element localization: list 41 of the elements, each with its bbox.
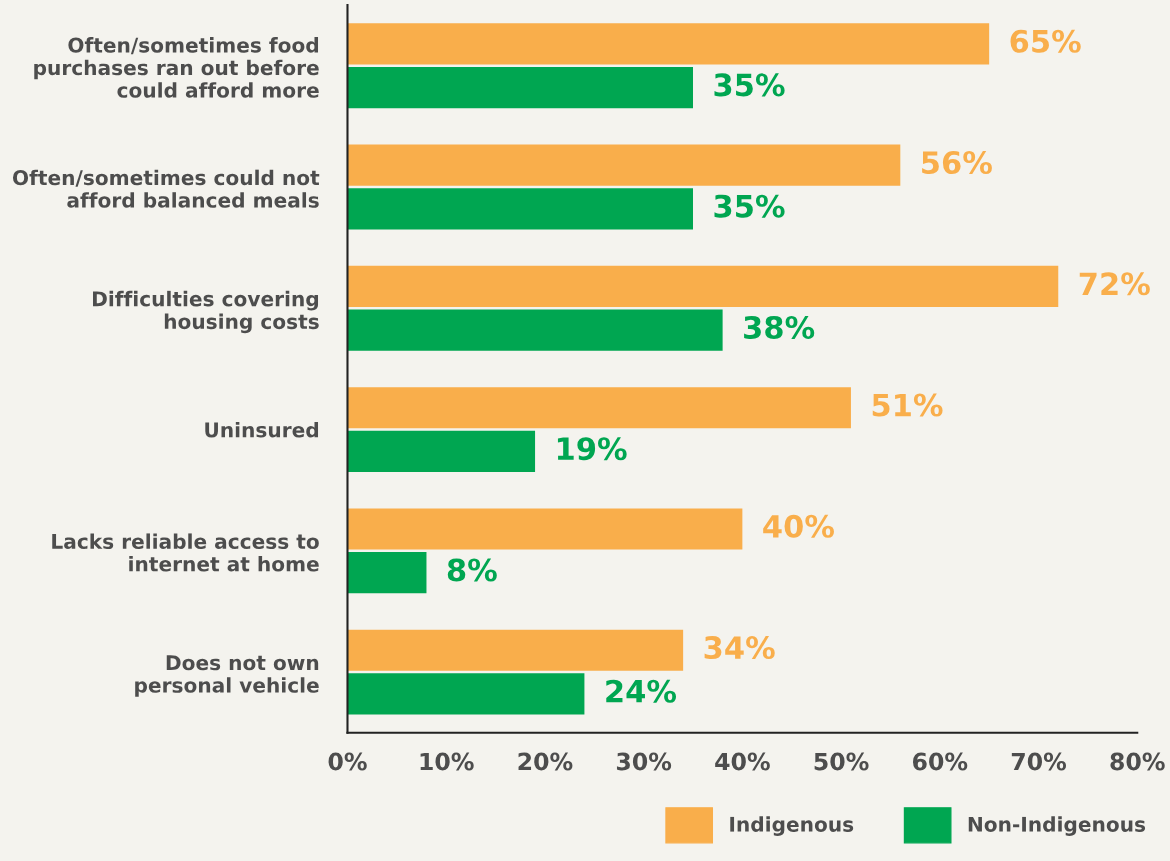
bar [347, 67, 694, 109]
x-tick-label: 0% [328, 752, 367, 771]
legend-label: Non-Indigenous [968, 816, 1146, 836]
data-label: 72% [1079, 272, 1150, 296]
x-tick-label: 70% [1011, 752, 1067, 771]
bar [347, 144, 901, 186]
x-tick-label: 30% [616, 752, 672, 771]
data-label: 38% [744, 315, 815, 339]
bar [347, 309, 723, 351]
data-label: 51% [872, 393, 943, 417]
bar [347, 23, 990, 65]
y-tick-label: Often/sometimes food purchases ran out before could afford more [34, 37, 319, 98]
bar [347, 387, 851, 429]
data-label: 24% [606, 679, 677, 703]
y-tick-label: Lacks reliable access to internet at home [52, 533, 319, 572]
x-tick-label: 10% [420, 752, 474, 771]
bar [347, 188, 694, 230]
x-tick-label: 80% [1110, 752, 1165, 771]
y-tick-label: Difficulties covering housing costs [93, 290, 319, 334]
x-tick-label: 60% [913, 752, 968, 771]
y-tick-label: Uninsured [205, 421, 319, 438]
bar [347, 629, 684, 671]
x-tick-label: 50% [814, 752, 869, 771]
bar [347, 430, 536, 473]
data-label: 65% [1010, 29, 1081, 53]
x-tick-label: 20% [518, 752, 573, 771]
bar [347, 673, 585, 715]
data-label: 40% [763, 514, 834, 538]
data-label: 34% [704, 636, 775, 660]
data-label: 35% [714, 73, 785, 97]
legend-label: Indigenous [730, 816, 854, 836]
x-tick-label: 40% [715, 752, 770, 771]
data-label: 35% [714, 194, 785, 218]
bar [347, 552, 427, 594]
y-tick-label: Often/sometimes could not afford balanced meals [12, 169, 320, 208]
data-label: 19% [557, 437, 627, 461]
data-label: 8% [447, 558, 497, 582]
bar [347, 508, 743, 550]
y-tick-label: Does not own personal vehicle [135, 655, 319, 697]
bar [347, 265, 1059, 308]
data-label: 56% [922, 150, 992, 175]
